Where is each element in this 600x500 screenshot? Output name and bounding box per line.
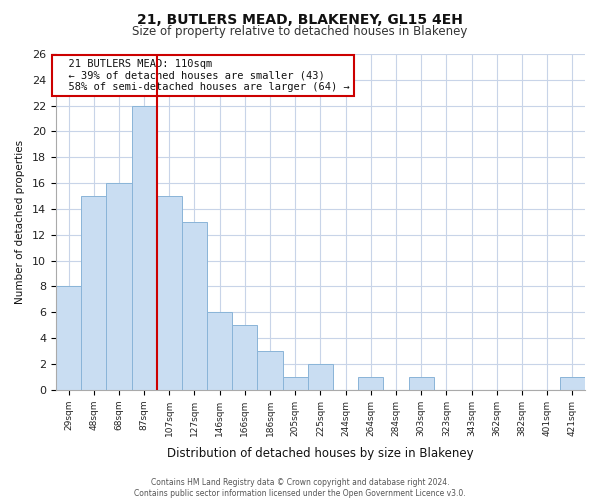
Text: Size of property relative to detached houses in Blakeney: Size of property relative to detached ho… (133, 25, 467, 38)
Bar (207, 312, 232, 390)
X-axis label: Distribution of detached houses by size in Blakeney: Distribution of detached houses by size … (167, 447, 474, 460)
Bar (257, 351, 283, 390)
Y-axis label: Number of detached properties: Number of detached properties (15, 140, 25, 304)
Bar (283, 377, 308, 390)
Bar (56, 286, 81, 390)
Bar (157, 196, 182, 390)
Bar (308, 364, 333, 390)
Bar (81, 196, 106, 390)
Text: 21 BUTLERS MEAD: 110sqm
  ← 39% of detached houses are smaller (43)
  58% of sem: 21 BUTLERS MEAD: 110sqm ← 39% of detache… (56, 59, 350, 92)
Text: 21, BUTLERS MEAD, BLAKENEY, GL15 4EH: 21, BUTLERS MEAD, BLAKENEY, GL15 4EH (137, 12, 463, 26)
Bar (409, 377, 434, 390)
Bar (106, 183, 131, 390)
Bar (182, 222, 207, 390)
Bar (560, 377, 585, 390)
Bar (131, 106, 157, 390)
Text: Contains HM Land Registry data © Crown copyright and database right 2024.
Contai: Contains HM Land Registry data © Crown c… (134, 478, 466, 498)
Bar (358, 377, 383, 390)
Bar (232, 325, 257, 390)
